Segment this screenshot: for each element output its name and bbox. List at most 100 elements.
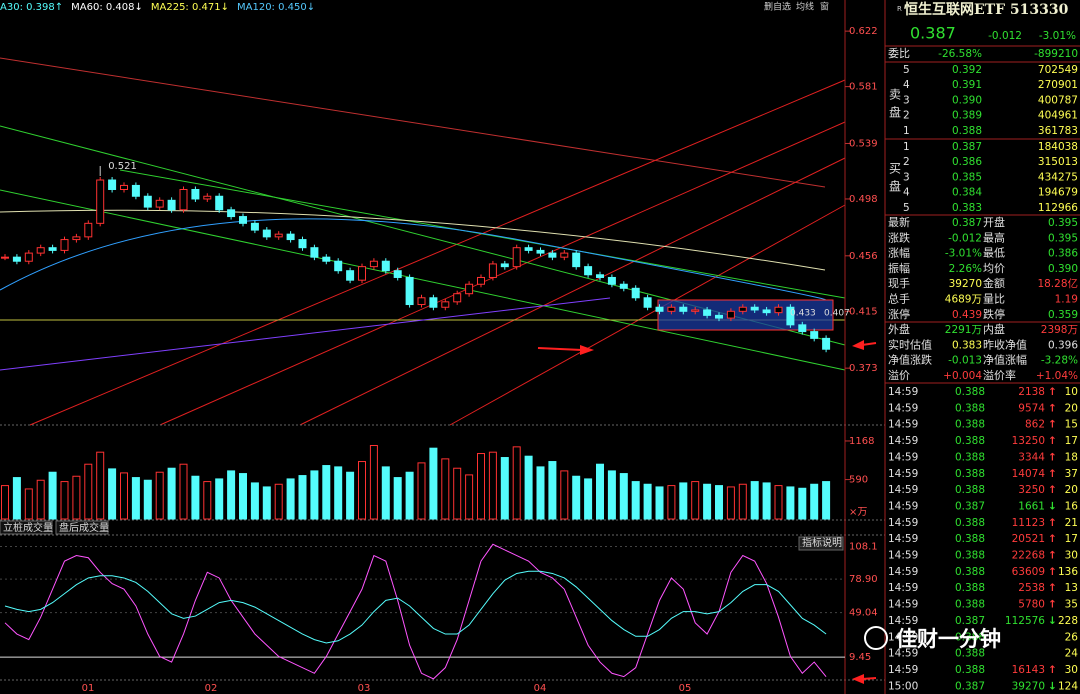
trade-direction: ↓ — [1048, 615, 1057, 627]
trade-volume: 16143 — [1012, 664, 1045, 676]
stat-value: 0.387 — [952, 217, 982, 229]
trade-count: 30 — [1065, 550, 1078, 562]
trade-count: 21 — [1065, 517, 1078, 529]
stat-label: 净值涨幅 — [983, 353, 1027, 367]
watermark: 佳财一分钟 — [896, 627, 1001, 651]
candle — [536, 249, 545, 254]
trade-count: 17 — [1065, 435, 1078, 447]
volume-bar — [619, 473, 628, 520]
level: 4 — [903, 187, 910, 199]
trade-price: 0.388 — [955, 419, 985, 431]
book-price: 0.389 — [952, 110, 982, 122]
stat-value: 0.386 — [1048, 248, 1078, 260]
volume-bar — [810, 483, 819, 520]
title-prefix: R — [897, 5, 902, 13]
volume-bar — [500, 457, 509, 520]
stat-label: 最高 — [983, 230, 1005, 244]
trade-price: 0.387 — [955, 615, 985, 627]
book-price: 0.386 — [952, 156, 982, 168]
candle — [334, 260, 343, 272]
stat-value: 0.383 — [952, 339, 982, 351]
trade-volume: 2538 — [1018, 582, 1045, 594]
volume-bar — [679, 482, 688, 520]
trade-time: 14:59 — [888, 664, 918, 676]
candle — [72, 236, 81, 241]
ma-legend: MA225: 0.471↓ — [151, 2, 229, 13]
volume-bar — [441, 458, 450, 520]
candle — [465, 283, 474, 295]
trade-price: 0.388 — [955, 599, 985, 611]
candle — [179, 188, 188, 211]
candle — [12, 256, 21, 262]
panel-label[interactable]: 立桩成交量 — [3, 521, 53, 534]
volume-bar — [429, 447, 438, 520]
trade-count: 37 — [1065, 468, 1078, 480]
stat-value: 0.396 — [1048, 339, 1078, 351]
volume-bar — [536, 466, 545, 520]
toolbar-button[interactable]: 均线 — [796, 1, 814, 13]
trade-price: 0.388 — [955, 533, 985, 545]
volume-bar — [108, 468, 117, 520]
volume-bar — [703, 483, 712, 520]
volume-bar — [48, 471, 57, 520]
volume-bar — [381, 466, 390, 520]
stat-value: 0.359 — [1048, 309, 1078, 321]
panel-label[interactable]: 盘后成交量 — [59, 521, 109, 534]
trade-volume: 1661 — [1018, 500, 1045, 512]
stat-label: 实时估值 — [888, 337, 932, 351]
trade-direction: ↑ — [1048, 517, 1057, 529]
help-button-label[interactable]: 指标说明 — [802, 536, 842, 549]
candle — [346, 270, 355, 281]
level: 5 — [903, 64, 910, 76]
candle — [60, 239, 69, 251]
y-tick-label: 0.456 — [849, 251, 878, 262]
toolbar-button[interactable]: 删自选 — [764, 1, 791, 13]
volume-bar — [84, 463, 93, 520]
stat-value: 2398万 — [1041, 324, 1078, 336]
trade-count: 136 — [1058, 566, 1078, 578]
book-price: 0.383 — [952, 202, 982, 214]
trade-direction: ↓ — [1048, 680, 1057, 692]
candle — [762, 309, 771, 314]
trade-price: 0.388 — [955, 484, 985, 496]
stat-label: 振幅 — [888, 261, 910, 275]
stat-value: 2291万 — [945, 324, 982, 336]
unit-label: ×万 — [849, 507, 867, 518]
volume-bar — [143, 479, 152, 520]
toolbar-button[interactable]: 窗 — [820, 1, 829, 13]
trade-count: 16 — [1065, 500, 1079, 512]
trade-volume: 9574 — [1018, 402, 1045, 414]
trade-direction: ↓ — [1048, 500, 1057, 512]
book-volume: 404961 — [1038, 110, 1078, 122]
candle — [667, 306, 676, 312]
volume-bar — [239, 473, 247, 520]
stat-value: -0.013 — [948, 355, 982, 367]
panel-tab[interactable] — [0, 520, 53, 535]
trade-time: 14:59 — [888, 500, 918, 512]
candle — [774, 306, 783, 314]
annotation: 0.521 — [108, 161, 137, 172]
quote-title: 恒生互联网ETF 513330 — [904, 1, 1069, 18]
stat-value: +1.04% — [1036, 370, 1078, 382]
trade-count: 20 — [1065, 402, 1078, 414]
trade-time: 14:59 — [888, 451, 918, 463]
y-tick-label: 0.373 — [849, 363, 878, 374]
trade-volume: 13250 — [1012, 435, 1045, 447]
trade-count: 124 — [1058, 680, 1078, 692]
trade-time: 15:00 — [888, 680, 918, 692]
volume-bar — [405, 471, 414, 520]
change: -0.012 — [988, 30, 1022, 42]
volume-bar — [96, 451, 105, 520]
y-tick-label: 0.622 — [849, 26, 878, 37]
candle — [786, 306, 795, 326]
volume-bar — [36, 479, 45, 520]
stat-label: 总手 — [888, 292, 910, 306]
stat-label: 开盘 — [983, 215, 1005, 229]
volume-bar — [155, 471, 164, 520]
stat-label: 溢价率 — [983, 368, 1016, 382]
value: -26.58% — [938, 48, 982, 60]
panel-tab[interactable] — [55, 520, 109, 535]
candle — [810, 331, 819, 339]
trade-volume: 22268 — [1012, 550, 1045, 562]
candle — [96, 179, 105, 224]
